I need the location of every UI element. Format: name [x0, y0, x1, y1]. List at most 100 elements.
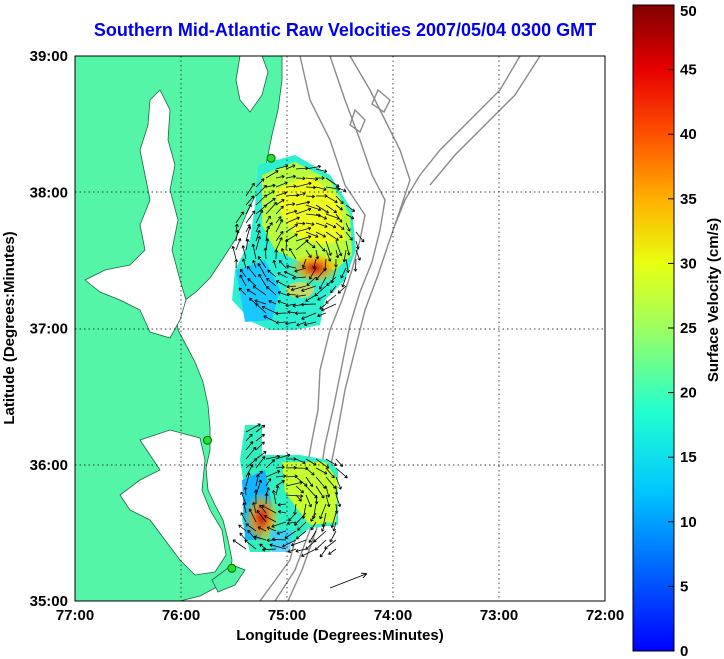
- velocity-arrow: [305, 485, 318, 499]
- scale-arrow: [329, 574, 366, 589]
- velocity-arrow: [345, 204, 356, 212]
- velocity-arrow: [325, 222, 337, 229]
- velocity-arrow: [265, 197, 276, 206]
- velocity-arrow: [305, 294, 317, 302]
- velocity-arrow: [295, 200, 311, 206]
- velocity-arrow: [245, 195, 255, 206]
- velocity-arrow: [255, 223, 261, 233]
- velocity-arrow: [263, 515, 277, 523]
- velocity-arrow: [296, 321, 307, 327]
- velocity-arrow: [285, 184, 297, 189]
- velocity-arrow: [275, 465, 285, 470]
- velocity-arrow: [345, 222, 351, 232]
- velocity-arrow: [275, 164, 289, 170]
- velocity-arrow: [255, 204, 267, 215]
- velocity-arrow: [261, 504, 277, 514]
- velocity-arrow: [317, 312, 327, 318]
- y-axis-label: Latitude (Degrees:Minutes): [1, 231, 18, 424]
- velocity-arrow: [267, 269, 277, 278]
- velocity-arrow: [285, 457, 297, 461]
- velocity-arrow: [335, 222, 345, 230]
- velocity-arrow: [239, 532, 247, 541]
- x-tick-label: 74:00: [374, 607, 412, 624]
- velocity-arrow: [275, 320, 287, 325]
- velocity-arrow: [319, 303, 327, 310]
- velocity-field-north: [232, 155, 356, 330]
- velocity-arrow: [295, 548, 307, 553]
- velocity-arrow: [295, 239, 309, 251]
- velocity-arrow: [262, 547, 277, 552]
- velocity-arrow: [301, 548, 317, 557]
- velocity-arrow: [315, 476, 327, 489]
- velocity-arrow: [335, 476, 342, 490]
- velocity-arrow: [277, 502, 287, 507]
- velocity-arrow: [325, 494, 331, 508]
- velocity-arrow: [315, 267, 327, 281]
- velocity-arrow: [315, 467, 328, 475]
- velocity-arrow: [305, 222, 315, 226]
- velocity-arrow: [335, 240, 343, 257]
- velocity-arrow: [329, 530, 337, 543]
- velocity-arrow: [305, 177, 319, 181]
- velocity-arrow: [245, 423, 261, 433]
- velocity-arrow: [325, 231, 339, 241]
- velocity-arrow: [275, 174, 285, 179]
- velocity-arrow: [315, 168, 328, 173]
- velocity-arrow: [265, 202, 277, 215]
- velocity-arrow: [295, 176, 306, 181]
- velocity-arrow: [295, 221, 306, 226]
- y-axis-ticks: 39:00 38:00 37:00 36:00 35:00: [30, 48, 68, 610]
- velocity-arrow: [285, 494, 304, 498]
- velocity-arrow: [253, 535, 267, 541]
- radar-stations: [203, 153, 276, 573]
- velocity-arrow: [242, 502, 247, 514]
- velocity-arrow: [341, 276, 347, 288]
- velocity-arrow: [285, 480, 303, 487]
- velocity-arrow: [234, 258, 239, 269]
- velocity-arrow: [264, 493, 269, 505]
- velocity-arrow: [295, 235, 312, 242]
- velocity-arrow: [265, 170, 279, 179]
- velocity-arrow: [255, 441, 265, 451]
- velocity-arrow: [277, 272, 287, 278]
- velocity-arrow: [294, 512, 307, 526]
- velocity-arrow: [235, 211, 244, 224]
- colorbar-ticks: 0 5 10 15 20 25 30 35 40 45 50: [668, 3, 697, 659]
- colorbar-label: Surface Velocity (cm/s): [705, 218, 722, 382]
- colorbar-tick-label: 50: [680, 3, 697, 20]
- velocity-arrow: [315, 222, 328, 228]
- velocity-arrow: [308, 530, 317, 543]
- velocity-arrow: [280, 248, 287, 260]
- velocity-arrow: [255, 473, 260, 487]
- velocity-arrow: [257, 526, 267, 532]
- x-tick-label: 77:00: [56, 607, 94, 624]
- velocity-arrow: [283, 270, 297, 278]
- velocity-arrow: [335, 494, 342, 508]
- y-tick-label: 35:00: [30, 593, 68, 610]
- velocity-arrow: [295, 485, 304, 494]
- colorbar-tick-label: 30: [680, 255, 697, 272]
- velocity-arrow: [272, 259, 277, 269]
- velocity-arrow: [245, 433, 253, 442]
- velocity-arrow: [295, 207, 312, 215]
- velocity-arrow: [245, 441, 254, 451]
- velocity-arrow: [255, 178, 265, 188]
- velocity-arrow: [252, 259, 257, 269]
- y-tick-label: 36:00: [30, 457, 68, 474]
- velocity-arrow: [253, 489, 258, 505]
- velocity-arrow: [245, 446, 257, 460]
- velocity-arrow: [319, 503, 327, 520]
- velocity-arrow: [275, 199, 285, 206]
- velocity-arrow: [301, 312, 317, 320]
- velocity-arrow: [305, 194, 315, 199]
- velocity-arrow: [340, 267, 347, 279]
- colorbar-tick-label: 0: [680, 643, 688, 659]
- plot-frame: [74, 55, 606, 602]
- velocity-arrow: [285, 233, 298, 242]
- velocity-arrow: [295, 226, 312, 233]
- velocity-arrow: [325, 249, 332, 262]
- colorbar-tick-label: 25: [680, 320, 697, 337]
- velocity-arrow: [355, 231, 365, 243]
- colorbar-tick-label: 5: [680, 578, 688, 595]
- velocity-arrow: [334, 503, 339, 514]
